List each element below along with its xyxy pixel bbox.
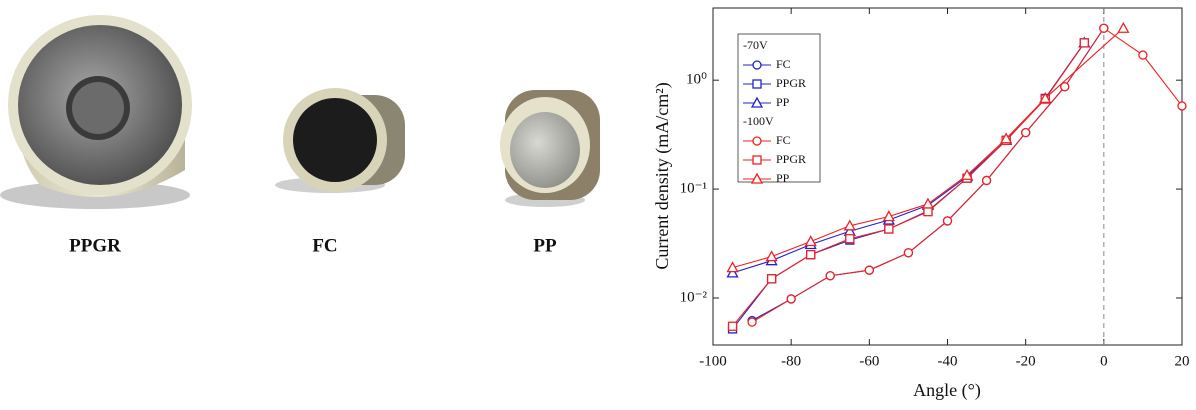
marker [826, 272, 834, 280]
marker [1100, 24, 1108, 32]
legend-label: PPGR [776, 76, 806, 90]
x-tick-label: -60 [859, 353, 879, 369]
marker [767, 252, 777, 261]
y-axis-label: Current density (mA/cm²) [652, 82, 673, 269]
photo-label: PPGR [69, 235, 121, 256]
x-tick-label: 0 [1100, 353, 1108, 369]
marker [846, 235, 854, 243]
marker [885, 225, 893, 233]
marker [904, 249, 912, 257]
x-tick-label: -20 [1016, 353, 1036, 369]
photo-fc [275, 88, 405, 193]
marker [753, 80, 761, 88]
marker [768, 275, 776, 283]
marker [807, 251, 815, 259]
marker [865, 266, 873, 274]
legend-title: -70V [743, 38, 768, 52]
marker [1139, 51, 1147, 59]
marker [1080, 39, 1088, 47]
x-tick-label: -100 [699, 353, 727, 369]
y-tick-label: 10⁰ [686, 72, 707, 88]
x-tick-label: -40 [938, 353, 958, 369]
marker [944, 217, 952, 225]
photo-pp [500, 90, 600, 207]
page: PPGR FC PP Angle (°) Current density (mA… [0, 0, 1196, 410]
marker [748, 318, 756, 326]
photo-label: FC [312, 235, 337, 256]
photo-ppgr [0, 15, 192, 209]
marker [923, 199, 933, 208]
marker [753, 137, 761, 145]
legend-label: PP [776, 95, 790, 109]
x-tick-label: 20 [1175, 353, 1190, 369]
figure: PPGR FC PP Angle (°) Current density (mA… [0, 0, 1196, 405]
marker [753, 61, 761, 69]
y-tick-label: 10⁻² [680, 289, 708, 305]
marker [729, 322, 737, 330]
legend-label: FC [776, 133, 791, 147]
legend-label: FC [776, 57, 791, 71]
marker [983, 176, 991, 184]
x-axis-label: Angle (°) [913, 380, 981, 401]
marker [924, 208, 932, 216]
marker [1178, 102, 1186, 110]
legend-label: PP [776, 171, 790, 185]
y-tick-label: 10⁻¹ [680, 181, 707, 197]
marker [1022, 129, 1030, 137]
marker [1118, 23, 1128, 32]
legend-label: PPGR [776, 152, 806, 166]
marker [806, 237, 816, 246]
marker [787, 295, 795, 303]
marker [753, 156, 761, 164]
x-tick-label: -80 [781, 353, 801, 369]
legend-title: -100V [743, 114, 774, 128]
marker [884, 211, 894, 220]
photo-label: PP [533, 235, 557, 256]
